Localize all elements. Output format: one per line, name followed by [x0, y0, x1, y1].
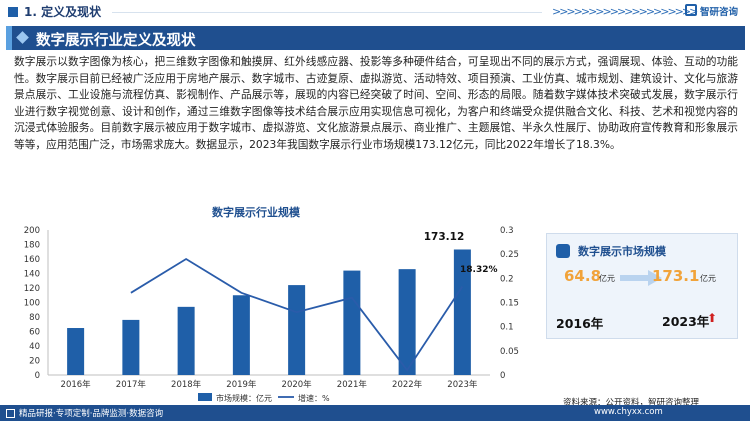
- section-title: 1. 定义及现状: [24, 5, 102, 19]
- legend-bar-swatch: [198, 393, 212, 401]
- card-title: 数字展示市场规模: [578, 245, 666, 258]
- x-tick-label: 2022年: [392, 379, 423, 390]
- footer-website[interactable]: www.chyxx.com: [594, 407, 663, 417]
- y-tick-label: 80: [29, 313, 40, 323]
- chart-title: 数字展示行业规模: [212, 206, 300, 219]
- y-tick-label: 160: [24, 255, 40, 265]
- growth-line: [130, 257, 464, 372]
- footer-tagline: 精品研报·专项定制·品牌监测·数据咨询: [19, 409, 164, 419]
- x-tick-label: 2018年: [171, 379, 202, 390]
- intro-paragraph: 数字展示以数字图像为核心，把三维数字图像和触摸屏、红外线感应器、投影等多种硬件结…: [14, 55, 738, 151]
- x-tick-labels: 2016年 2017年 2018年 2019年 2020年 2021年 2022年 2023年: [61, 379, 478, 390]
- up-arrow-icon: ⬆: [707, 311, 718, 325]
- y2-tick-label: 0.3: [500, 226, 514, 236]
- legend-bar-label: 市场规模：亿元: [216, 393, 272, 403]
- header-arrows: >>>>>>>>>>>>>>>>>>>>: [552, 5, 698, 18]
- x-tick-label: 2016年: [61, 379, 92, 390]
- title-banner: [6, 26, 745, 50]
- unit-2016: 亿元: [599, 274, 615, 283]
- market-size-card: [546, 233, 738, 339]
- y2-tick-label: 0: [500, 371, 505, 381]
- year-2023: 2023年: [662, 314, 710, 329]
- bar: [177, 306, 195, 375]
- x-tick-label: 2019年: [226, 379, 257, 390]
- banner-accent: [6, 26, 12, 50]
- value-2023: 173.1: [652, 267, 700, 285]
- footer-logo-icon: [6, 409, 15, 418]
- y2-tick-label: 0.1: [500, 323, 514, 333]
- y-ticks: 0 20 40 60 80 100 120 140 160 180 200: [24, 226, 40, 381]
- bar: [122, 319, 140, 375]
- chart-svg: 0 20 40 60 80 100 120 140 160 180 200 0 0.05 0.1 0.15…: [24, 226, 519, 403]
- x-tick-label: 2017年: [116, 379, 147, 390]
- y-tick-label: 200: [24, 226, 40, 236]
- y-tick-label: 100: [24, 299, 40, 309]
- y2-tick-label: 0.05: [500, 347, 519, 357]
- y-tick-label: 60: [29, 328, 40, 338]
- y-tick-label: 120: [24, 284, 40, 294]
- y2-ticks: 0 0.05 0.1 0.15 0.2 0.25 0.3: [500, 226, 519, 381]
- bar: [398, 269, 416, 375]
- source-note: 资料来源：公开资料，智研咨询整理: [563, 398, 700, 408]
- x-tick-label: 2023年: [447, 379, 478, 390]
- unit-2023: 亿元: [700, 274, 716, 283]
- x-tick-label: 2021年: [337, 379, 368, 390]
- y2-tick-label: 0.25: [500, 250, 519, 260]
- footer-bar: [0, 405, 750, 421]
- bars: [67, 249, 471, 375]
- brand-logo-icon: [685, 4, 697, 16]
- y-tick-label: 20: [29, 357, 40, 367]
- value-2016: 64.8: [564, 267, 602, 285]
- brand-name: 智研咨询: [700, 7, 739, 18]
- bar: [232, 295, 250, 375]
- x-tick-label: 2020年: [282, 379, 313, 390]
- y-tick-label: 140: [24, 270, 40, 280]
- bar: [288, 285, 306, 375]
- year-2016: 2016年: [556, 316, 604, 331]
- y-tick-label: 40: [29, 342, 40, 352]
- y-tick-label: 180: [24, 241, 40, 251]
- y2-tick-label: 0.15: [500, 299, 519, 309]
- bar-value-label: 173.12: [424, 231, 465, 243]
- bar: [343, 270, 361, 375]
- header-divider: [112, 12, 542, 13]
- bar: [453, 249, 471, 375]
- page-title: 数字展示行业定义及现状: [36, 33, 196, 49]
- legend-line-label: 增速：%: [298, 393, 330, 403]
- y-tick-label: 0: [35, 371, 40, 381]
- y2-tick-label: 0.2: [500, 274, 514, 284]
- arrow-right-icon: [620, 270, 662, 286]
- bar: [67, 328, 85, 375]
- line-value-label: 18.32%: [460, 265, 498, 275]
- section-marker: [8, 7, 18, 17]
- chart-icon: [556, 244, 570, 258]
